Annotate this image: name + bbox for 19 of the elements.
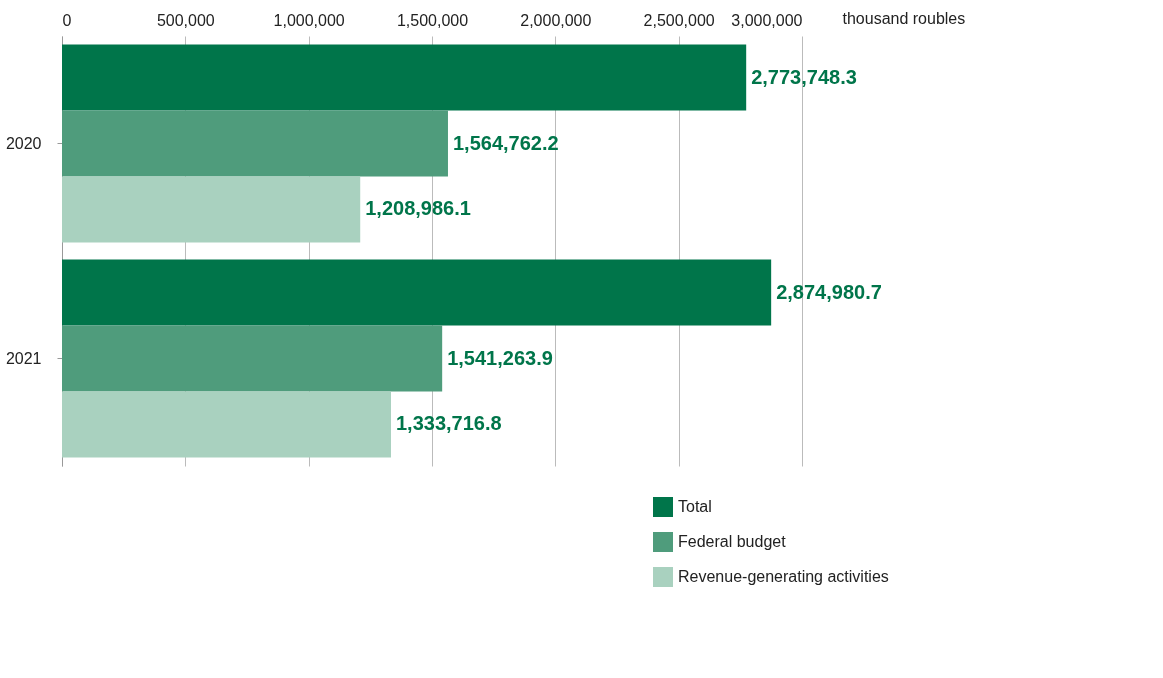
x-tick-label: 2,500,000 xyxy=(643,11,715,29)
legend-label: Revenue-generating activities xyxy=(678,568,889,585)
x-tick-label: 2,000,000 xyxy=(520,11,592,29)
x-tick-label: 1,000,000 xyxy=(273,11,345,29)
x-tick-label: 0 xyxy=(62,11,72,29)
data-label: 1,208,986.1 xyxy=(365,197,471,220)
data-label: 1,333,716.8 xyxy=(395,412,502,435)
x-tick-label: 3,000,000 xyxy=(731,11,803,29)
data-label: 1,564,762.2 xyxy=(452,131,559,154)
y-tick-label: 2020 xyxy=(5,134,42,152)
x-tick-label: 1,500,000 xyxy=(396,11,469,29)
legend-label: Total xyxy=(678,498,712,515)
data-label: 2,773,748.3 xyxy=(751,65,857,88)
legend-label: Federal budget xyxy=(678,533,787,550)
data-label: 1,541,263.9 xyxy=(447,346,553,369)
data-label: 2,874,980.7 xyxy=(776,280,882,303)
x-axis-title: thousand roubles xyxy=(842,9,966,27)
x-tick-label: 500,000 xyxy=(156,11,215,29)
y-tick-label: 2021 xyxy=(5,349,42,367)
